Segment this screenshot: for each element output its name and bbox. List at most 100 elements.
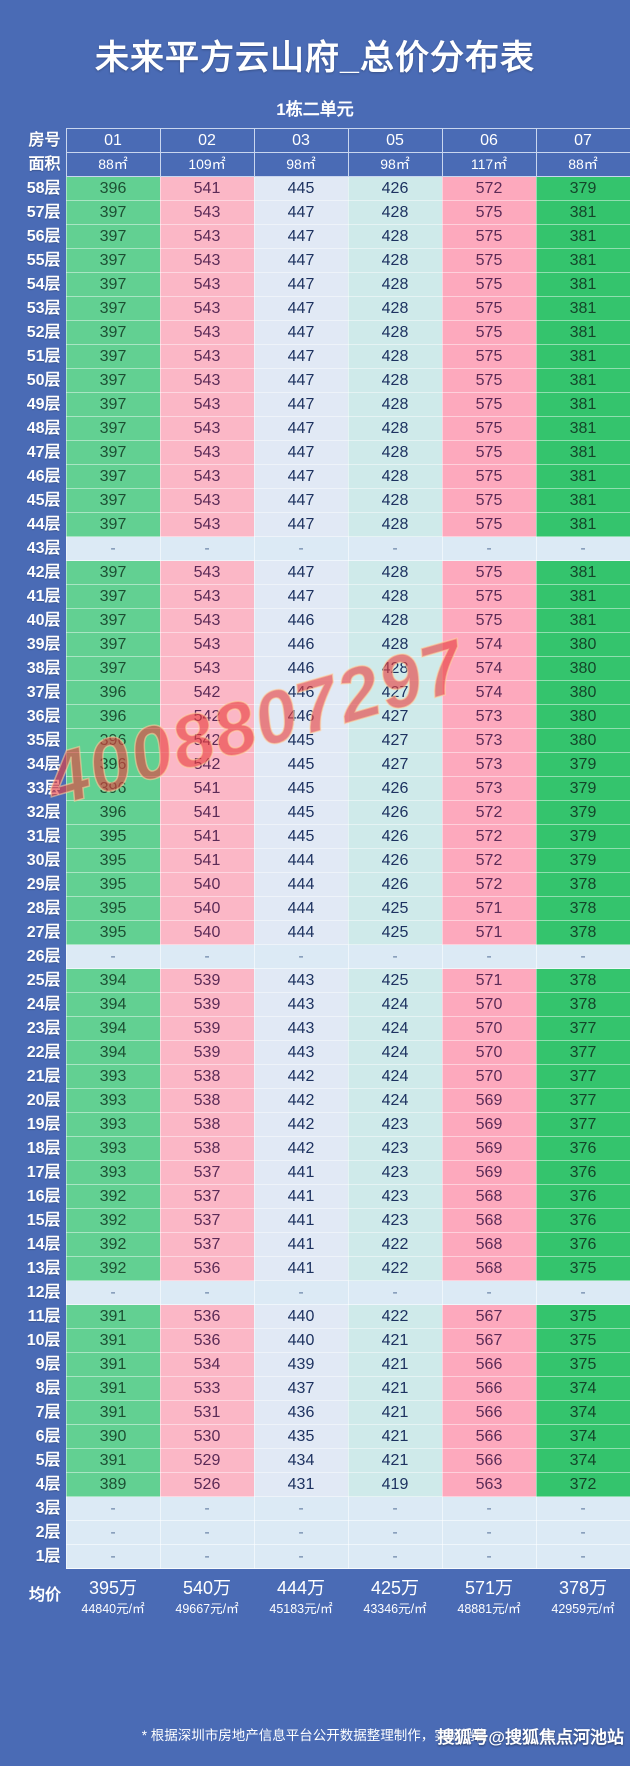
price-cell: 374 [535,1448,630,1473]
area-header-row: 面积 88㎡ 109㎡ 98㎡ 98㎡ 117㎡ 88㎡ [0,152,630,177]
price-cell: 397 [65,320,161,345]
price-cell: 574 [441,656,537,681]
price-cell: 572 [441,824,537,849]
price-cell: 395 [65,920,161,945]
price-cell: 570 [441,1016,537,1041]
price-cell: 541 [159,176,255,201]
price-cell: 428 [347,392,443,417]
price-cell: 538 [159,1064,255,1089]
price-cell-empty: - [159,1544,255,1569]
price-cell: 374 [535,1424,630,1449]
price-cell-empty: - [159,1496,255,1521]
area-header-cell: 88㎡ [65,152,161,177]
floor-label: 14层 [26,1236,61,1253]
room-header-cell: 05 [347,128,443,153]
price-cell: 443 [253,968,349,993]
price-cell-empty: - [159,1520,255,1545]
price-cell: 543 [159,272,255,297]
room-header-cell: 01 [65,128,161,153]
price-cell: 575 [441,440,537,465]
price-cell: 447 [253,560,349,585]
price-cell: 447 [253,248,349,273]
average-cell: 540万 49667元/㎡ [160,1569,254,1623]
average-cell: 395万 44840元/㎡ [66,1569,160,1623]
floor-label: 43层 [26,540,61,557]
table-row: 25层 394 539 443 425 571 378 [0,968,630,993]
price-cell: 539 [159,1016,255,1041]
average-unit-price: 45183元/㎡ [269,1601,333,1616]
price-cell: 380 [535,728,630,753]
price-cell: 568 [441,1256,537,1281]
price-cell: 381 [535,296,630,321]
table-row: 56层 397 543 447 428 575 381 [0,224,630,249]
floor-label: 41层 [26,588,61,605]
price-cell: 381 [535,272,630,297]
price-cell: 381 [535,320,630,345]
price-cell: 397 [65,296,161,321]
price-cell: 375 [535,1256,630,1281]
table-row: 43层 - - - - - - [0,536,630,561]
price-cell: 396 [65,680,161,705]
floor-label: 54层 [26,276,61,293]
price-cell: 428 [347,248,443,273]
price-cell: 439 [253,1352,349,1377]
price-cell: 530 [159,1424,255,1449]
price-cell: 392 [65,1232,161,1257]
price-cell: 380 [535,704,630,729]
table-row: 19层 393 538 442 423 569 377 [0,1112,630,1137]
table-row: 57层 397 543 447 428 575 381 [0,200,630,225]
price-cell: 446 [253,704,349,729]
price-cell: 543 [159,560,255,585]
price-cell: 538 [159,1112,255,1137]
price-cell: 436 [253,1400,349,1425]
price-cell: 425 [347,896,443,921]
price-cell: 423 [347,1184,443,1209]
price-cell: 543 [159,584,255,609]
price-cell: 566 [441,1352,537,1377]
price-cell-empty: - [535,536,630,561]
price-cell: 575 [441,464,537,489]
price-cell: 427 [347,704,443,729]
price-cell-empty: - [441,1496,537,1521]
price-cell: 428 [347,512,443,537]
price-cell: 437 [253,1376,349,1401]
price-cell: 575 [441,320,537,345]
price-cell: 419 [347,1472,443,1497]
floor-label: 5层 [35,1452,61,1469]
table-row: 5层 391 529 434 421 566 374 [0,1448,630,1473]
table-row: 20层 393 538 442 424 569 377 [0,1088,630,1113]
price-cell: 379 [535,848,630,873]
floor-label: 55层 [26,252,61,269]
price-cell: 447 [253,512,349,537]
price-cell: 447 [253,320,349,345]
price-cell: 397 [65,488,161,513]
price-cell: 397 [65,656,161,681]
price-cell: 445 [253,176,349,201]
floor-label: 57层 [26,204,61,221]
floor-label: 32层 [26,804,61,821]
price-cell: 447 [253,488,349,513]
price-cell-empty: - [535,1544,630,1569]
price-cell-empty: - [253,944,349,969]
price-cell: 397 [65,440,161,465]
price-cell: 542 [159,680,255,705]
price-cell-empty: - [347,1280,443,1305]
floor-label: 24层 [26,996,61,1013]
price-cell: 543 [159,512,255,537]
page-subtitle: 1栋二单元 [276,100,354,119]
price-cell: 443 [253,1040,349,1065]
price-cell: 441 [253,1184,349,1209]
table-row: 31层 395 541 445 426 572 379 [0,824,630,849]
table-row: 58层 396 541 445 426 572 379 [0,176,630,201]
price-cell: 423 [347,1208,443,1233]
price-cell: 445 [253,824,349,849]
table-row: 35层 396 542 445 427 573 380 [0,728,630,753]
price-cell: 395 [65,872,161,897]
price-cell: 443 [253,992,349,1017]
floor-label: 4层 [35,1476,61,1493]
average-total: 378万 [558,1577,608,1598]
table-foot: 均价 395万 44840元/㎡ 540万 49667元/㎡ 444万 45183元/㎡ 4… [0,1569,630,1623]
price-cell: 424 [347,992,443,1017]
price-cell: 396 [65,800,161,825]
